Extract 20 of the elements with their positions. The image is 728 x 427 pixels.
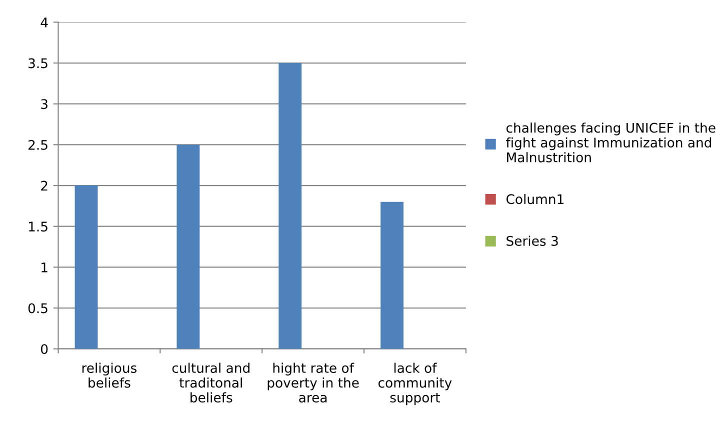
y-tick-label: 2.5 [28, 140, 48, 150]
y-tick-label: 3.5 [28, 58, 48, 68]
x-tick-label: hight rate of poverty in the area [268, 362, 359, 403]
bar [380, 202, 404, 349]
legend-label: challenges facing UNICEF in the fight against Immunization and Malnustrition [506, 122, 716, 162]
bar [74, 186, 98, 349]
y-tick-label: 1.5 [28, 222, 48, 232]
legend-label: Column1 [506, 194, 564, 204]
x-tick-label: religious beliefs [82, 362, 137, 388]
y-tick-label: 0 [40, 344, 48, 354]
bar [176, 144, 200, 349]
y-tick-label: 4 [40, 18, 48, 28]
y-tick-label: 0.5 [28, 303, 48, 314]
x-tick-label: lack of community support [378, 362, 452, 406]
x-tick-label: cultural and traditonal beliefs [172, 362, 250, 403]
y-tick-label: 3 [41, 99, 48, 110]
legend-label: Series 3 [506, 236, 558, 246]
y-tick-label: 1 [42, 262, 48, 272]
bar [278, 63, 302, 349]
y-tick-label: 2 [41, 180, 48, 191]
